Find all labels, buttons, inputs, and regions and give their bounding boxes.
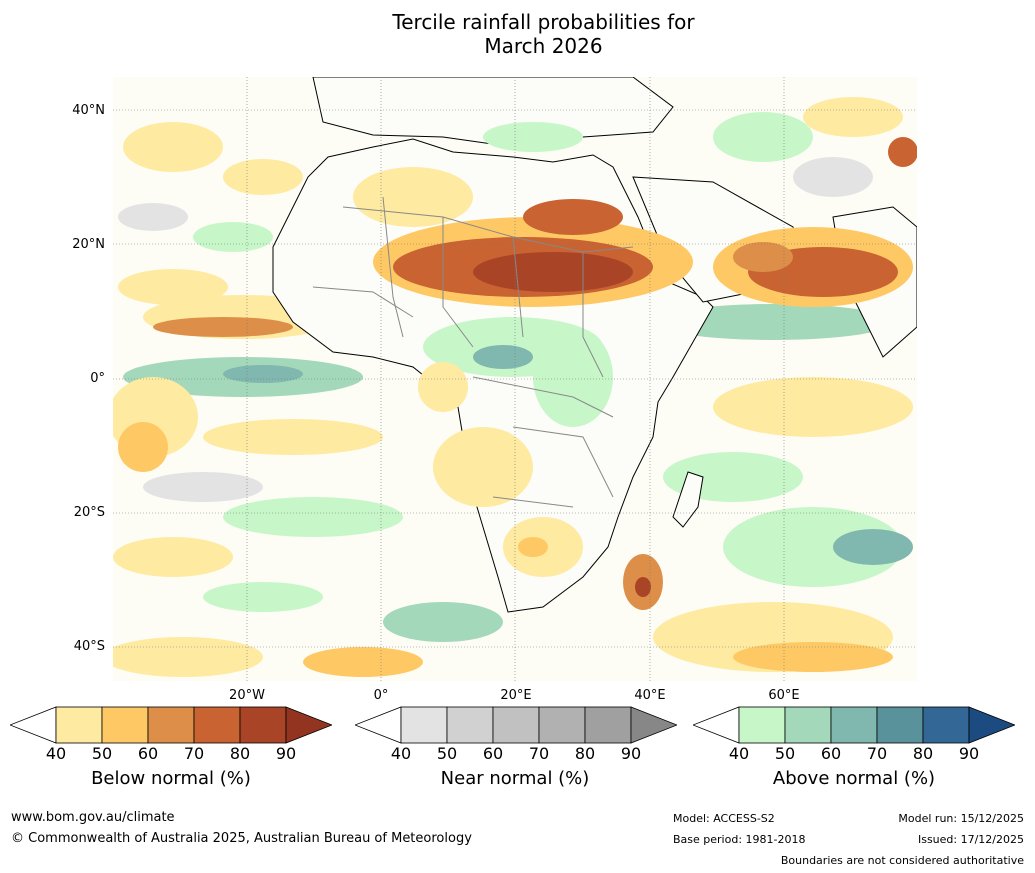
lon-label-20e: 20°E [500,688,532,703]
colorbar-segment [876,706,924,744]
colorbar-tick-label: 70 [528,744,550,763]
base-period-text: Base period: 1981-2018 [673,833,806,846]
country-borders [312,196,634,508]
colorbar-tick-label: 40 [390,744,412,763]
colorbar-tick-label: 60 [482,744,504,763]
colorbar-segment [738,706,786,744]
colorbar-segment [55,706,103,744]
colorbar-extend-low [693,706,740,744]
colorbar-tick-label: 80 [912,744,934,763]
colorbar-segment [239,706,287,744]
colorbar-tick-label: 40 [45,744,67,763]
colorbar-extend-low [355,706,402,744]
colorbar-segment [830,706,878,744]
colorbar-tick-label: 60 [137,744,159,763]
colorbar-above-segments [693,706,1015,744]
lon-label-20w: 20°W [229,688,265,703]
colorbar-extend-high [630,706,677,744]
colorbar-segment [193,706,241,744]
colorbar-label-above: Above normal (%) [772,768,936,789]
colorbar-label-near: Near normal (%) [440,768,590,789]
land-probability-patches [353,112,913,577]
colorbar-above-normal [693,706,1015,744]
website-link[interactable]: www.bom.gov.au/climate [11,810,175,825]
rainfall-map [113,77,917,681]
colorbar-segment [922,706,970,744]
colorbar-tick-label: 80 [229,744,251,763]
colorbar-segment [584,706,632,744]
colorbar-below-normal [10,706,332,744]
colorbar-tick-label: 50 [91,744,113,763]
copyright-text: © Commonwealth of Australia 2025, Austra… [11,831,472,846]
colorbar-tick-label: 90 [958,744,980,763]
lon-label-60e: 60°E [768,688,800,703]
lat-label-0: 0° [90,371,105,386]
colorbar-tick-label: 70 [866,744,888,763]
colorbar-label-below: Below normal (%) [91,768,251,789]
lat-label-20n: 20°N [72,237,105,252]
colorbar-tick-label: 80 [574,744,596,763]
colorbar-segment [784,706,832,744]
issued-text: Issued: 17/12/2025 [917,833,1024,846]
boundaries-note: Boundaries are not considered authoritat… [780,854,1024,867]
colorbar-segment [147,706,195,744]
colorbar-extend-high [285,706,332,744]
lon-label-40e: 40°E [634,688,666,703]
colorbar-extend-low [10,706,57,744]
colorbar-near-normal [355,706,677,744]
title-line-1: Tercile rainfall probabilities for [392,10,695,34]
colorbar-segment [101,706,149,744]
colorbar-below-segments [10,706,332,744]
lat-label-20s: 20°S [73,505,105,520]
colorbar-tick-label: 70 [183,744,205,763]
lon-label-0: 0° [373,688,389,703]
lat-label-40n: 40°N [72,103,105,118]
colorbar-tick-label: 90 [275,744,297,763]
colorbar-segment [538,706,586,744]
map-title: Tercile rainfall probabilities for March… [0,10,1035,58]
colorbar-segment [446,706,494,744]
colorbar-tick-label: 40 [728,744,750,763]
colorbar-segment [492,706,540,744]
colorbar-tick-label: 50 [436,744,458,763]
model-text: Model: ACCESS-S2 [673,812,775,825]
colorbar-extend-high [968,706,1015,744]
graticule [113,77,917,681]
colorbar-tick-label: 60 [820,744,842,763]
title-line-2: March 2026 [484,34,603,58]
model-run-text: Model run: 15/12/2025 [898,812,1024,825]
colorbar-segment [400,706,448,744]
colorbar-tick-label: 90 [620,744,642,763]
lat-label-40s: 40°S [73,639,105,654]
ocean-probability-patches [113,97,917,677]
colorbar-tick-label: 50 [774,744,796,763]
colorbar-near-segments [355,706,677,744]
